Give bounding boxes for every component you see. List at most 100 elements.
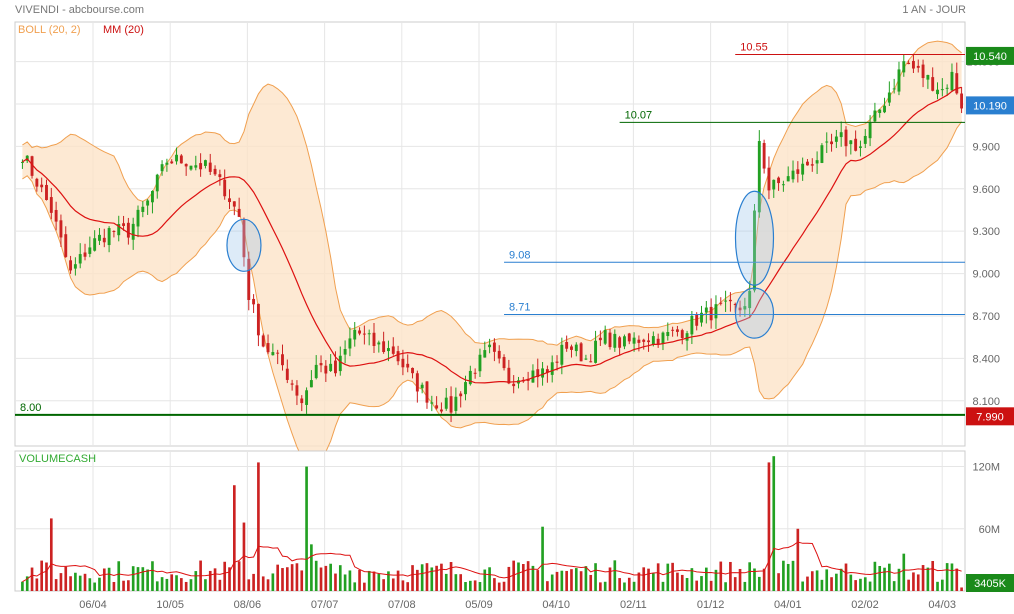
price-marker-box	[966, 407, 1014, 426]
volume-bar	[733, 577, 737, 591]
candle-body	[358, 330, 361, 334]
volume-bar	[112, 581, 116, 591]
price-marker-label: 10.540	[973, 51, 1007, 63]
volume-bar	[387, 571, 390, 591]
date-tick-label: 07/07	[311, 599, 339, 611]
candle-body	[391, 346, 395, 354]
volume-bar	[878, 566, 882, 591]
volume-bar	[883, 567, 886, 591]
candle-body	[873, 110, 877, 122]
candle-body	[796, 169, 800, 174]
candle-body	[868, 122, 872, 139]
candle-body	[815, 160, 819, 164]
candle-body	[859, 146, 862, 148]
candle-body	[117, 224, 121, 236]
candle-body	[550, 362, 554, 375]
volume-bar	[546, 581, 549, 591]
candle-body	[252, 298, 256, 305]
candle-body	[738, 307, 742, 311]
volume-bar	[348, 570, 352, 591]
candle-body	[30, 156, 34, 176]
candle-body	[49, 197, 53, 213]
volume-bar	[319, 567, 323, 591]
candle-body	[854, 138, 858, 151]
candle-body	[247, 258, 251, 300]
level-label: 8.71	[509, 302, 530, 314]
volume-average-line	[22, 541, 962, 583]
candle-body	[126, 222, 130, 238]
volume-bar	[300, 570, 304, 591]
candle-body	[492, 342, 496, 352]
volume-bar	[806, 576, 809, 591]
bollinger-band	[22, 41, 962, 465]
volume-bar	[907, 579, 910, 591]
volume-bar	[743, 581, 747, 591]
volume-bar	[435, 565, 438, 591]
highlight-ellipse	[734, 190, 775, 286]
legend-mm: MM (20)	[103, 24, 144, 36]
price-tick-label: 8.400	[972, 353, 1000, 365]
candle-body	[594, 340, 597, 363]
candle-body	[762, 142, 766, 169]
volume-bar	[30, 567, 34, 591]
candle-body	[748, 290, 752, 309]
volume-bar	[151, 561, 154, 591]
candle-body	[786, 176, 790, 182]
volume-bar	[873, 561, 877, 591]
candle-body	[59, 220, 63, 238]
candle-body	[728, 299, 732, 302]
candle-body	[719, 302, 723, 304]
volume-bar	[541, 526, 544, 591]
candle-body	[637, 339, 641, 343]
candle-body	[570, 346, 573, 350]
candle-body	[179, 155, 183, 164]
candle-body	[136, 209, 140, 227]
volume-bar	[170, 574, 174, 591]
candle-body	[623, 336, 626, 347]
volume-bar	[464, 582, 467, 591]
candle-body	[940, 89, 944, 91]
volume-bar	[271, 573, 275, 591]
volume-bar	[709, 580, 713, 591]
volume-bar	[146, 569, 149, 591]
volume-bar	[127, 580, 130, 591]
volume-bar	[955, 568, 959, 591]
highlight-ellipses	[226, 190, 775, 339]
volume-bar	[825, 569, 829, 591]
moving-average-line	[22, 86, 962, 384]
volume-bar	[839, 568, 843, 591]
volume-bar	[623, 582, 626, 591]
candle-body	[902, 61, 906, 73]
candle-body	[343, 349, 347, 355]
candle-body	[883, 105, 886, 113]
candle-body	[911, 60, 915, 69]
candle-body	[536, 369, 540, 378]
volume-bar	[859, 578, 862, 591]
volume-bar	[252, 573, 255, 591]
candle-body	[656, 338, 660, 345]
candle-body	[35, 178, 39, 187]
candle-body	[295, 385, 299, 396]
candle-body	[305, 390, 309, 405]
volume-bar	[247, 579, 251, 591]
candle-body	[820, 145, 824, 163]
candle-body	[449, 396, 453, 413]
candle-body	[781, 184, 785, 186]
candle-body	[483, 350, 487, 358]
candle-body	[98, 234, 101, 241]
volume-bar	[574, 568, 578, 591]
volume-bar	[329, 563, 332, 591]
volume-bar	[40, 560, 43, 591]
volume-bar	[757, 576, 761, 591]
volume-bar	[382, 579, 385, 591]
volume-bar	[420, 564, 424, 591]
candle-body	[680, 330, 684, 339]
candle-body	[791, 170, 795, 180]
candle-body	[256, 303, 260, 336]
candle-body	[20, 161, 24, 163]
candle-body	[160, 164, 164, 172]
candle-body	[733, 304, 737, 306]
candle-body	[863, 135, 867, 144]
candle-body	[401, 358, 405, 368]
candle-body	[767, 167, 771, 191]
